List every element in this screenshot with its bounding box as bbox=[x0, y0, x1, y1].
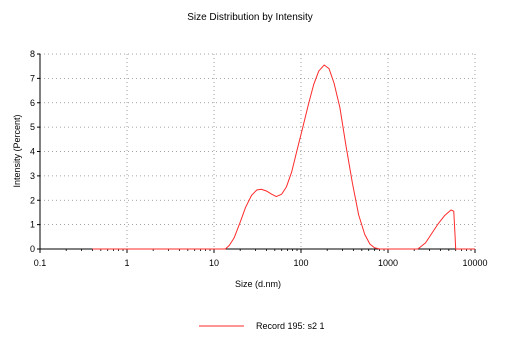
y-tick-label: 5 bbox=[30, 122, 35, 132]
y-tick-label: 4 bbox=[30, 147, 35, 157]
x-tick-label: 1000 bbox=[378, 258, 398, 268]
x-axis-label: Size (d.nm) bbox=[235, 279, 281, 289]
y-tick-label: 1 bbox=[30, 220, 35, 230]
y-tick-label: 8 bbox=[30, 49, 35, 59]
y-tick-label: 0 bbox=[30, 244, 35, 254]
y-tick-label: 2 bbox=[30, 195, 35, 205]
y-tick-label: 7 bbox=[30, 73, 35, 83]
x-tick-label: 10000 bbox=[462, 258, 487, 268]
y-tick-label: 6 bbox=[30, 98, 35, 108]
legend: Record 195: s2 1 bbox=[199, 321, 325, 331]
y-axis-label: Intensity (Percent) bbox=[12, 114, 22, 187]
axes-layer bbox=[39, 54, 475, 250]
x-tick-label: 10 bbox=[209, 258, 219, 268]
y-tick-label: 3 bbox=[30, 171, 35, 181]
series-line-1 bbox=[92, 64, 475, 250]
legend-label: Record 195: s2 1 bbox=[256, 321, 325, 331]
x-tick-label: 0.1 bbox=[34, 258, 47, 268]
chart-title: Size Distribution by Intensity bbox=[187, 12, 313, 23]
ticks-layer: 0 1 2 3 4 5 6 7 8 0.1 1 10 100 1000 10000 bbox=[30, 49, 488, 268]
grid-layer bbox=[40, 53, 476, 249]
x-tick-label: 100 bbox=[293, 258, 308, 268]
x-tick-label: 1 bbox=[124, 258, 129, 268]
series-layer bbox=[92, 64, 475, 250]
